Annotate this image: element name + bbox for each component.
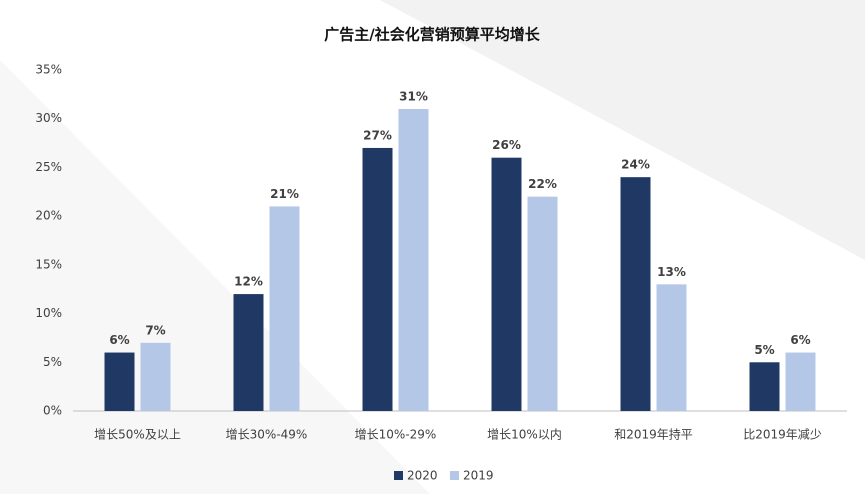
background-shape (380, 0, 865, 260)
x-tick-label: 增长10%-29% (355, 428, 437, 442)
legend-label: 2019 (463, 469, 494, 483)
bar (104, 352, 135, 411)
value-label: 31% (399, 89, 428, 103)
value-label: 6% (109, 333, 129, 347)
bar (269, 206, 300, 411)
value-label: 27% (363, 128, 392, 142)
value-label: 26% (492, 138, 521, 152)
bar (398, 108, 429, 411)
legend-swatch (450, 471, 459, 480)
bar (656, 284, 687, 411)
bar (527, 196, 558, 411)
y-tick-label: 30% (35, 111, 62, 125)
y-tick-label: 20% (35, 209, 62, 223)
y-tick-label: 15% (35, 257, 62, 271)
bar (233, 294, 264, 411)
legend-label: 2020 (407, 469, 438, 483)
chart-title: 广告主/社会化营销预算平均增长 (324, 26, 540, 44)
value-label: 24% (621, 158, 650, 172)
bar (491, 157, 522, 411)
y-tick-label: 35% (35, 63, 62, 77)
bar (749, 362, 780, 411)
value-label: 22% (528, 177, 557, 191)
value-label: 7% (145, 323, 165, 337)
bar (785, 352, 816, 411)
y-tick-label: 10% (35, 306, 62, 320)
y-tick-label: 0% (43, 404, 62, 418)
bar (140, 342, 171, 411)
x-tick-label: 增长10%以内 (487, 428, 562, 442)
x-tick-label: 增长30%-49% (226, 428, 308, 442)
value-label: 12% (234, 275, 263, 289)
bar (362, 147, 393, 411)
value-label: 5% (754, 343, 774, 357)
x-tick-label: 增长50%及以上 (94, 428, 181, 442)
y-tick-label: 25% (35, 160, 62, 174)
value-label: 6% (790, 333, 810, 347)
value-label: 21% (270, 187, 299, 201)
x-tick-label: 和2019年持平 (614, 427, 693, 442)
y-tick-label: 5% (43, 355, 62, 369)
value-label: 13% (657, 265, 686, 279)
x-tick-label: 比2019年减少 (743, 428, 822, 442)
legend-swatch (394, 471, 403, 480)
bar (620, 177, 651, 411)
